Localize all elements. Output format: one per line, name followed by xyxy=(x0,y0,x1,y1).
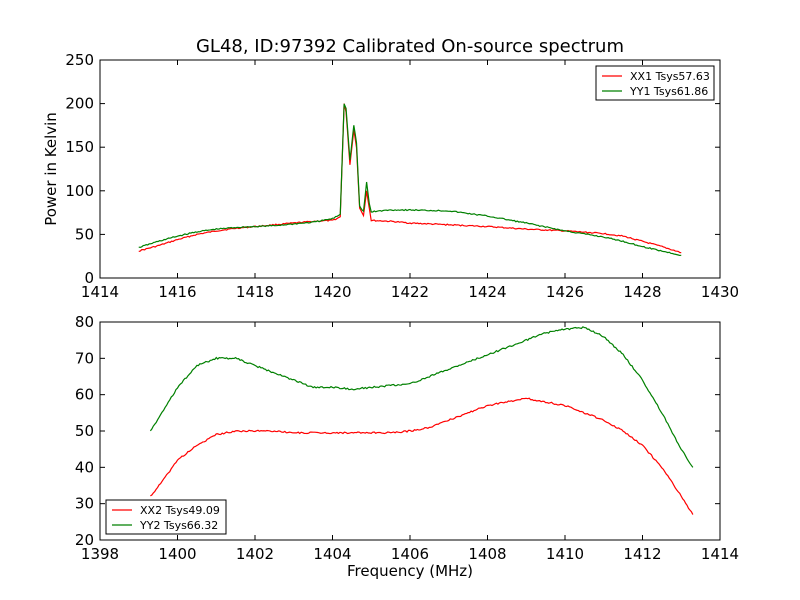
y-tick-label: 250 xyxy=(65,51,94,69)
x-tick-label: 1424 xyxy=(468,283,506,301)
x-tick-label: 1410 xyxy=(546,545,584,563)
y-tick-label: 20 xyxy=(75,531,94,549)
y-tick-label: 30 xyxy=(75,495,94,513)
x-tick-label: 1400 xyxy=(158,545,196,563)
x-tick-label: 1406 xyxy=(391,545,429,563)
y-tick-label: 80 xyxy=(75,313,94,331)
plots-group: 1414 1416 1418 1420 1422 1424 1426 1428 14300501… xyxy=(65,51,739,563)
y-tick-label: 100 xyxy=(65,182,94,200)
legend-box xyxy=(105,499,227,535)
x-axis-label: Frequency (MHz) xyxy=(347,562,473,580)
x-tick-label: 1402 xyxy=(236,545,274,563)
x-tick-label: 1430 xyxy=(701,283,739,301)
x-tick-label: 1398 xyxy=(81,545,119,563)
x-tick-label: 1422 xyxy=(391,283,429,301)
y-tick-label: 40 xyxy=(75,458,94,476)
legend-box xyxy=(595,65,715,101)
x-tick-label: 1414 xyxy=(81,283,119,301)
x-tick-label: 1418 xyxy=(236,283,274,301)
series-line-1-1 xyxy=(138,103,682,254)
series-line-2-2 xyxy=(149,326,694,468)
y-axis-label-top: Power in Kelvin xyxy=(42,112,60,226)
y-tick-label: 0 xyxy=(84,269,94,287)
x-tick-label: 1404 xyxy=(313,545,351,563)
y-tick-label: 200 xyxy=(65,95,94,113)
y-tick-label: 60 xyxy=(75,386,94,404)
subplot-2: 1398 1400 1402 1404 1406 1408 1410 1412 1414 20 30… xyxy=(75,313,739,563)
x-tick-label: 1420 xyxy=(313,283,351,301)
x-tick-label: 1412 xyxy=(623,545,661,563)
legend-2: XX2 Tsys49.09 YY2 Tsys66.32 xyxy=(105,499,227,535)
y-tick-label: 150 xyxy=(65,138,94,156)
x-tick-label: 1408 xyxy=(468,545,506,563)
legend-1: XX1 Tsys57.63 YY1 Tsys61.86 xyxy=(595,65,715,101)
series-line-1-2 xyxy=(138,103,682,257)
series-line-2-1 xyxy=(150,397,694,515)
x-tick-label: 1414 xyxy=(701,545,739,563)
legend-label: XX2 Tsys49.09 xyxy=(140,504,220,517)
x-tick-label: 1428 xyxy=(623,283,661,301)
subplot-1: 1414 1416 1418 1420 1422 1424 1426 1428 1430 0 50 1… xyxy=(65,51,739,301)
legend-label: XX1 Tsys57.63 xyxy=(630,70,710,83)
y-tick-label: 50 xyxy=(75,225,94,243)
x-tick-label: 1416 xyxy=(158,283,196,301)
x-tick-label: 1426 xyxy=(546,283,584,301)
figure-title: GL48, ID:97392 Calibrated On-source spec… xyxy=(196,36,624,57)
legend-label: YY2 Tsys66.32 xyxy=(139,519,218,532)
legend-label: YY1 Tsys61.86 xyxy=(629,85,708,98)
y-tick-label: 50 xyxy=(75,422,94,440)
y-tick-label: 70 xyxy=(75,349,94,367)
